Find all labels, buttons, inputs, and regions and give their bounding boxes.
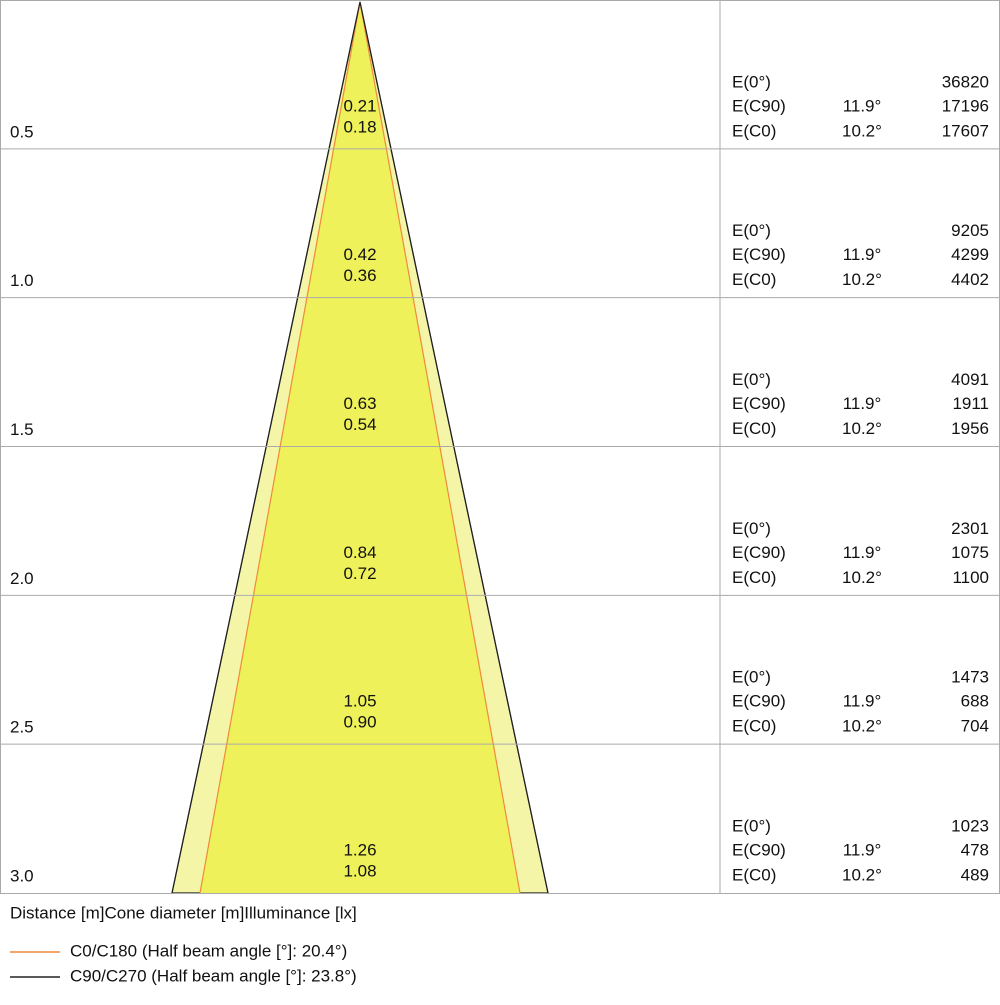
diameter-c0: 0.90 (343, 713, 376, 732)
illuminance-label: E(C0) (732, 270, 776, 289)
illuminance-value: 17607 (942, 121, 989, 140)
illuminance-value: 478 (961, 840, 989, 859)
beam-angle: 10.2° (842, 717, 882, 736)
illuminance-value: 2301 (951, 519, 989, 538)
inner-cone (200, 2, 520, 893)
illuminance-value: 36820 (942, 72, 989, 91)
distance: 2.5 (10, 718, 34, 737)
diameter-c90: 0.21 (343, 96, 376, 115)
illuminance-label: E(C90) (732, 840, 786, 859)
beam-angle: 10.2° (842, 419, 882, 438)
distance: 1.0 (10, 271, 34, 290)
illuminance-value: 1100 (952, 568, 989, 587)
diameter-c0: 0.72 (343, 564, 376, 583)
illuminance-value: 1473 (951, 668, 989, 687)
beam-angle: 11.9° (843, 840, 882, 859)
beam-angle: 11.9° (843, 543, 882, 562)
header: Distance [m]Cone diameter [m]Illuminance… (10, 903, 357, 922)
diameter-c90: 0.42 (343, 245, 376, 264)
beam-angle: 11.9° (843, 394, 882, 413)
illuminance-value: 4091 (951, 370, 989, 389)
distance: 0.5 (10, 122, 34, 141)
distance: 3.0 (10, 866, 34, 885)
illuminance-label: E(0°) (732, 668, 771, 687)
illuminance-label: E(C0) (732, 865, 776, 884)
illuminance-value: 1023 (951, 816, 989, 835)
diameter-c0: 0.18 (343, 117, 376, 136)
illuminance-label: E(0°) (732, 519, 771, 538)
diameter-c90: 1.05 (343, 692, 376, 711)
beam-angle: 11.9° (843, 692, 882, 711)
illuminance-value: 1956 (951, 419, 989, 438)
illuminance-value: 704 (961, 717, 989, 736)
illuminance-label: E(C90) (732, 245, 786, 264)
illuminance-label: E(C0) (732, 121, 776, 140)
legend-label: C90/C270 (Half beam angle [°]: 23.8°) (70, 966, 357, 985)
illuminance-value: 4299 (951, 245, 989, 264)
illuminance-label: E(0°) (732, 816, 771, 835)
beam-angle: 10.2° (842, 270, 882, 289)
illuminance-value: 9205 (951, 221, 989, 240)
illuminance-label: E(C90) (732, 394, 786, 413)
beam-angle: 10.2° (842, 865, 882, 884)
legend-label: C0/C180 (Half beam angle [°]: 20.4°) (70, 941, 347, 960)
distance: 1.5 (10, 420, 34, 439)
illuminance-label: E(0°) (732, 370, 771, 389)
diameter-c0: 1.08 (343, 861, 376, 880)
illuminance-label: E(C90) (732, 96, 786, 115)
illuminance-value: 4402 (951, 270, 989, 289)
illuminance-label: E(0°) (732, 221, 771, 240)
illuminance-value: 1911 (952, 394, 989, 413)
diameter-c0: 0.54 (343, 415, 376, 434)
illuminance-label: E(C0) (732, 419, 776, 438)
distance: 2.0 (10, 569, 34, 588)
diameter-c0: 0.36 (343, 266, 376, 285)
beam-angle: 10.2° (842, 121, 882, 140)
diameter-c90: 0.63 (343, 394, 376, 413)
diameter-c90: 0.84 (343, 543, 376, 562)
illuminance-value: 688 (961, 692, 989, 711)
illuminance-value: 489 (961, 865, 989, 884)
beam-angle: 11.9° (843, 96, 882, 115)
illuminance-value: 1075 (951, 543, 989, 562)
illuminance-label: E(C0) (732, 568, 776, 587)
beam-angle: 11.9° (843, 245, 882, 264)
illuminance-label: E(0°) (732, 72, 771, 91)
diameter-c90: 1.26 (343, 840, 376, 859)
illuminance-label: E(C90) (732, 543, 786, 562)
beam-angle: 10.2° (842, 568, 882, 587)
illuminance-value: 17196 (942, 96, 989, 115)
illuminance-label: E(C0) (732, 717, 776, 736)
illuminance-label: E(C90) (732, 692, 786, 711)
